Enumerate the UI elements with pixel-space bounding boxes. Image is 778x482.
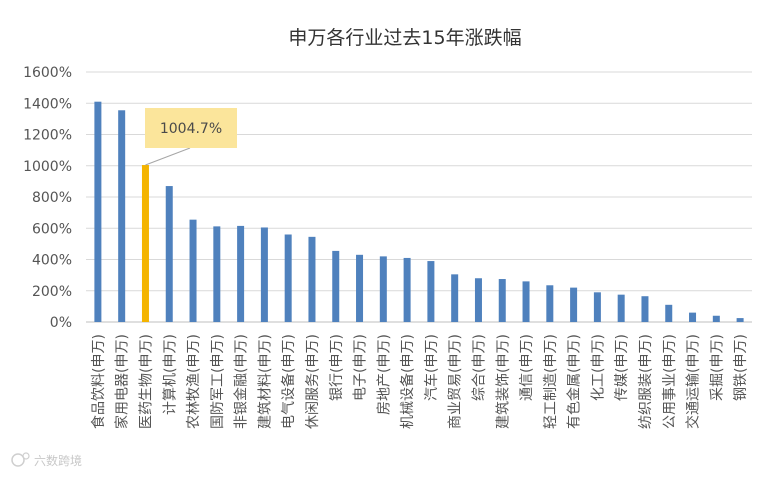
y-tick-label: 800% (32, 190, 72, 206)
bar (641, 296, 649, 322)
bar (427, 261, 435, 322)
category-label: 纺织服装(申万) (638, 334, 654, 429)
y-tick-label: 1200% (23, 128, 72, 144)
bar (593, 292, 601, 322)
bar (237, 225, 245, 322)
category-label: 电子(申万) (353, 334, 369, 401)
category-label: 公用事业(申万) (662, 334, 678, 429)
y-tick-label: 1000% (23, 159, 72, 175)
bar (332, 250, 340, 322)
y-tick-label: 200% (32, 284, 72, 300)
category-label: 综合(申万) (471, 334, 487, 401)
category-label: 房地产(申万) (376, 334, 392, 415)
bars (94, 101, 744, 322)
bar (617, 294, 625, 322)
y-tick-label: 600% (32, 221, 72, 237)
bar (379, 256, 387, 322)
bar (712, 315, 720, 322)
chart-title: 申万各行业过去15年涨跌幅 (288, 27, 521, 49)
category-label: 采掘(申万) (709, 334, 725, 401)
bar (665, 304, 673, 322)
category-label: 机械设备(申万) (399, 334, 416, 429)
category-label: 传媒(申万) (614, 334, 630, 401)
bar (213, 226, 221, 322)
y-tick-label: 0% (50, 315, 72, 331)
x-axis-labels: 食品饮料(申万) 家用电器(申万) 医药生物(申万) 计算机(申万) 农林牧渔(申万) 国… (90, 334, 749, 429)
bar-highlighted (141, 165, 149, 322)
category-label: 建筑装饰(申万) (495, 334, 511, 429)
bar (403, 257, 411, 322)
category-label: 有色金属(申万) (566, 334, 583, 429)
category-label: 建筑材料(申万) (257, 334, 273, 429)
category-label: 休闲服务(申万) (305, 334, 321, 429)
bar (165, 186, 173, 322)
bar (522, 281, 530, 322)
category-label: 化工(申万) (590, 334, 606, 401)
category-label: 通信(申万) (519, 334, 535, 401)
bar (689, 312, 697, 322)
bar (570, 287, 578, 322)
bar (308, 236, 316, 322)
category-label: 银行(申万) (329, 334, 345, 401)
bar (498, 279, 506, 322)
category-label: 食品饮料(申万) (90, 334, 107, 429)
category-label: 电气设备(申万) (280, 334, 297, 429)
bar (736, 318, 744, 322)
bar (546, 285, 554, 322)
watermark: 六数跨境 (11, 452, 82, 468)
category-label: 家用电器(申万) (114, 334, 131, 429)
bar (260, 227, 268, 322)
y-tick-label: 1400% (23, 96, 72, 112)
watermark-text: 六数跨境 (34, 453, 82, 468)
category-label: 医药生物(申万) (138, 334, 154, 429)
bar (451, 274, 459, 322)
bar (284, 234, 292, 322)
category-label: 汽车(申万) (423, 334, 440, 401)
callout-box (145, 108, 237, 148)
logo-icon (11, 452, 30, 467)
y-tick-label: 1600% (23, 65, 72, 81)
category-label: 商业贸易(申万) (448, 334, 464, 429)
callout-label: 1004.7% (160, 121, 222, 137)
category-label: 交通运输(申万) (685, 334, 702, 429)
bar (94, 101, 102, 322)
bar (474, 278, 482, 322)
category-label: 钢铁(申万) (733, 334, 749, 401)
bar (189, 219, 197, 322)
y-tick-label: 400% (32, 253, 72, 269)
category-label: 计算机(申万) (162, 334, 178, 415)
category-label: 轻工制造(申万) (543, 334, 559, 429)
y-axis-ticks: 0% 200% 400% 600% 800% 1000% 1200% 1400% 1600% (23, 65, 72, 331)
bar (356, 254, 364, 322)
category-label: 非银金融(申万) (234, 334, 250, 429)
bar (118, 110, 126, 322)
callout: 1004.7% (145, 108, 237, 166)
category-label: 国防军工(申万) (210, 334, 226, 429)
category-label: 农林牧渔(申万) (186, 334, 202, 429)
callout-leader-line (145, 147, 191, 166)
